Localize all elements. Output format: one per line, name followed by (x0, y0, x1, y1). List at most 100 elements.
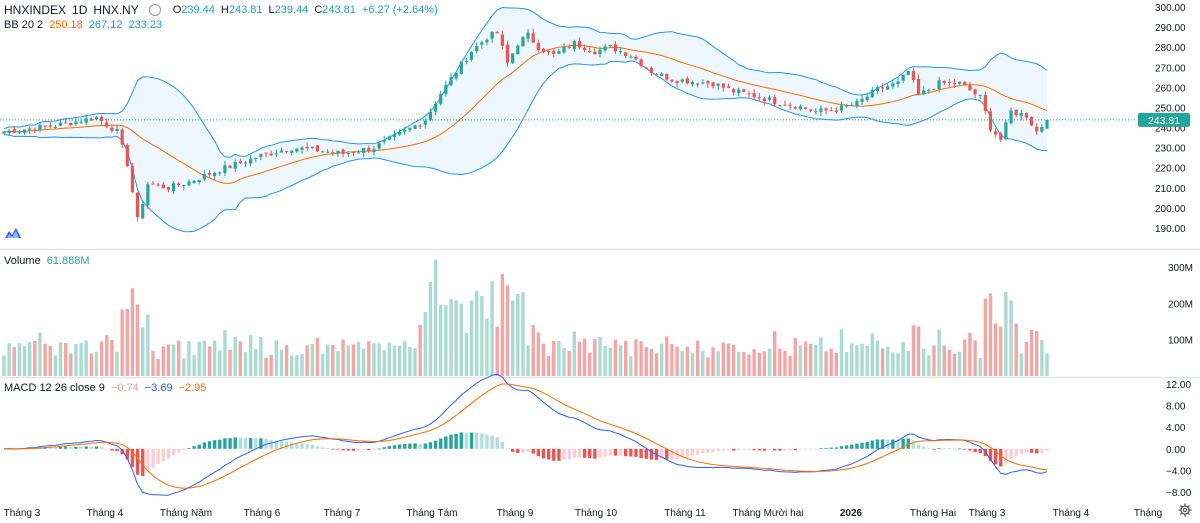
volume-bar (701, 351, 705, 376)
macd-histogram-bar (187, 448, 191, 449)
volume-bar (459, 303, 463, 376)
ohlc-h-label: H (220, 4, 229, 16)
symbol-name[interactable]: HNXINDEX (4, 3, 67, 17)
candle-body (680, 79, 684, 82)
candle-body (932, 89, 936, 91)
candle-body (362, 148, 366, 154)
candle-body (731, 89, 736, 93)
volume-bar (408, 346, 412, 376)
volume-bar (906, 350, 910, 376)
candle-body (634, 56, 638, 60)
macd-histogram-bar (706, 448, 710, 453)
volume-bar (942, 345, 946, 376)
market-status-icon[interactable] (148, 4, 161, 16)
macd-line (3, 373, 1048, 496)
volume-bar (546, 355, 551, 376)
macd-histogram-bar (665, 448, 669, 460)
candle-body (120, 129, 124, 145)
interval-label[interactable]: 1D (72, 3, 88, 17)
volume-bar (665, 336, 669, 376)
candle-body (305, 146, 309, 149)
volume-bar (500, 273, 505, 376)
macd-tick-label: 4.00 (1166, 423, 1186, 434)
volume-bar (819, 337, 823, 376)
gear-icon[interactable] (1178, 503, 1192, 517)
candle-body (793, 107, 797, 109)
macd-legend[interactable]: MACD 12 26 close 9 −0.74 −3.69 −2.95 (4, 382, 206, 394)
candle-body (716, 83, 720, 86)
macd-histogram-bar (798, 448, 803, 450)
macd-histogram-bar (444, 436, 448, 449)
macd-histogram-bar (973, 448, 977, 453)
macd-histogram-bar (264, 438, 268, 449)
candle-body (999, 133, 1003, 140)
volume-bar (1040, 339, 1044, 376)
volume-bar (932, 345, 936, 376)
macd-histogram-bar (737, 448, 741, 451)
macd-histogram-bar (125, 448, 130, 460)
macd-histogram-bar (772, 448, 777, 451)
volume-bar (223, 330, 227, 376)
bb-legend[interactable]: BB 20 2 250.18 267.12 233.23 (4, 19, 162, 31)
macd-histogram-bar (993, 448, 998, 465)
volume-bar (105, 335, 109, 376)
macd-histogram-bar (377, 448, 381, 450)
candle-body (408, 127, 412, 130)
candle-body (413, 125, 417, 129)
candle-body (865, 96, 869, 100)
candle-body (696, 83, 700, 85)
volume-bar (413, 348, 417, 376)
macd-histogram-bar (320, 447, 325, 449)
macd-histogram-bar (546, 448, 551, 460)
candle-body (166, 187, 171, 190)
macd-histogram-bar (711, 448, 715, 453)
volume-bar (38, 332, 42, 376)
macd-hist-value: −0.74 (110, 382, 139, 394)
macd-histogram-bar (141, 448, 145, 476)
volume-bar (99, 341, 104, 376)
macd-histogram-bar (850, 444, 854, 449)
candle-body (269, 153, 273, 156)
volume-bar (1029, 329, 1034, 376)
macd-histogram-bar (516, 448, 520, 453)
volume-bar (767, 348, 772, 376)
volume-bar (814, 345, 818, 376)
candle-body (48, 125, 52, 127)
candle-body (367, 147, 371, 152)
time-tick-label: Tháng Tám (407, 508, 458, 518)
candle-body (562, 46, 566, 53)
volume-bar (839, 329, 844, 376)
volume-bar (141, 327, 145, 376)
candle-body (398, 131, 402, 135)
macd-histogram-bar (382, 447, 386, 449)
volume-bar (834, 352, 839, 376)
time-tick-label: Tháng Mười hai (732, 508, 803, 518)
macd-histogram-bar (521, 448, 525, 453)
macd-histogram-bar (207, 441, 212, 449)
macd-histogram-bar (963, 448, 967, 450)
macd-histogram-bar (598, 448, 602, 458)
candle-body (459, 61, 463, 74)
volume-bar (505, 285, 510, 376)
tradingview-logo-icon[interactable] (4, 226, 22, 240)
candle-body (685, 78, 689, 84)
volume-bar (469, 300, 474, 376)
volume-bar (654, 353, 659, 376)
volume-bar (135, 304, 140, 376)
candle-body (238, 161, 242, 163)
macd-histogram-bar (875, 439, 880, 449)
price-pane: 300.00 290.00 280.00 270.00 260.00 250.00 240.… (0, 3, 1190, 235)
macd-histogram-bar (839, 446, 844, 449)
volume-legend[interactable]: Volume 61.888M (4, 255, 90, 267)
candle-body (701, 82, 705, 84)
time-axis: Tháng 3 Tháng 4 Tháng Năm Tháng 6 Tháng 7 Thá… (4, 508, 1163, 519)
macd-histogram-bar (1045, 448, 1049, 451)
volume-bar (639, 341, 643, 376)
macd-histogram-bar (783, 448, 787, 451)
macd-histogram-bar (747, 448, 751, 450)
volume-label: Volume (4, 255, 41, 267)
candle-body (547, 51, 551, 53)
macd-histogram-bar (582, 448, 587, 458)
